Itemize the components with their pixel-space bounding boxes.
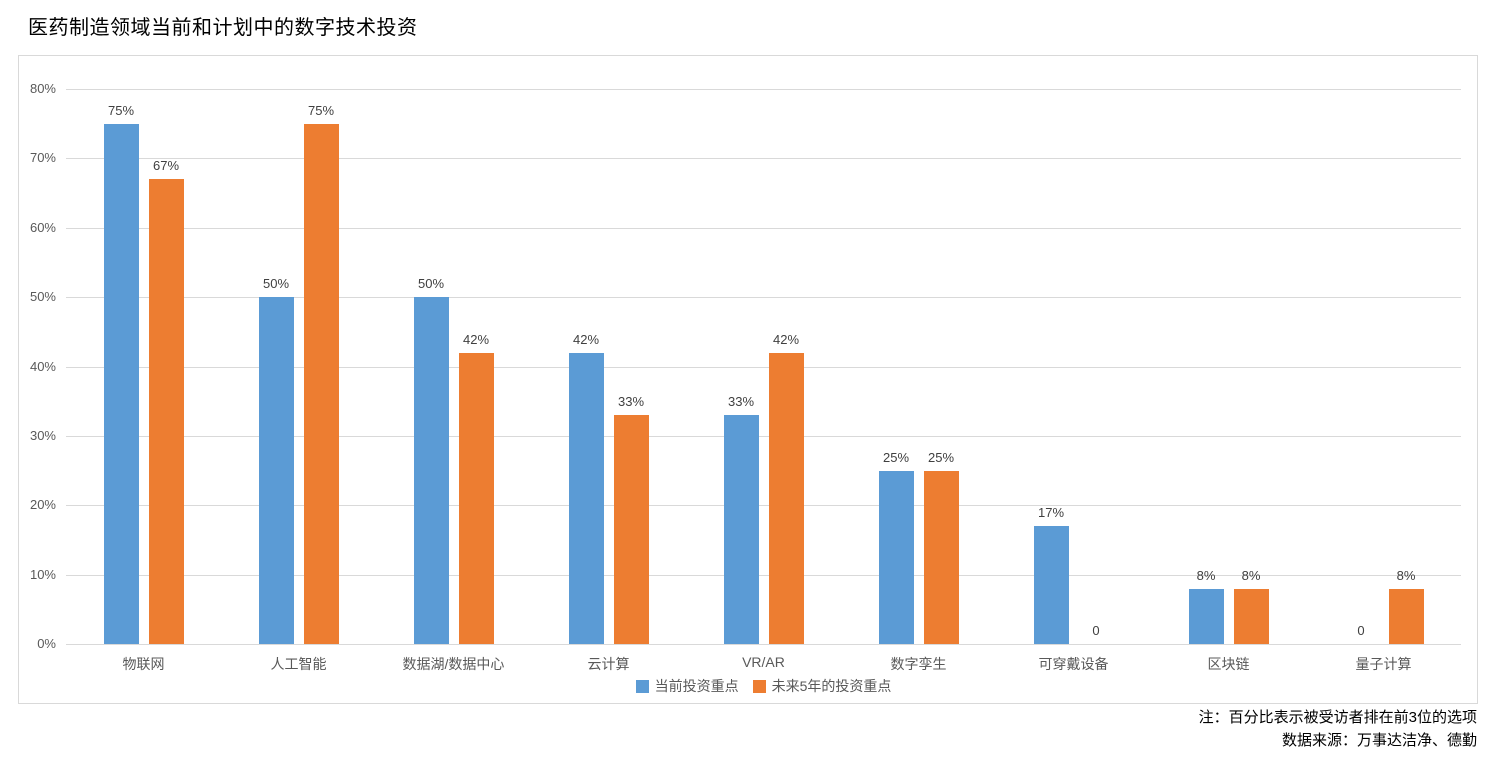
y-axis-tick-label: 50% xyxy=(29,289,56,305)
chart-notes: 注：百分比表示被受访者排在前3位的选项 数据来源：万事达洁净、德勤 xyxy=(1199,706,1477,752)
x-axis-category-label: 人工智能 xyxy=(270,656,327,672)
bar-current xyxy=(258,297,294,644)
legend-label: 当前投资重点 xyxy=(654,678,739,694)
bar-value-label: 42% xyxy=(772,331,800,347)
x-axis-category-label: VR/AR xyxy=(742,654,785,670)
bar-value-label: 50% xyxy=(417,276,445,292)
bar-value-label: 25% xyxy=(882,449,910,465)
bar-value-label: 25% xyxy=(927,449,955,465)
y-axis-tick-label: 0% xyxy=(37,636,56,651)
bar-future xyxy=(923,470,959,644)
x-axis-category-label: 数字孪生 xyxy=(890,656,947,672)
bar-current xyxy=(878,470,914,644)
x-axis-category-label: 数据湖/数据中心 xyxy=(402,656,505,672)
bar-value-label: 8% xyxy=(1241,567,1261,583)
bar-current xyxy=(1033,526,1069,644)
chart-note-line: 注：百分比表示被受访者排在前3位的选项 xyxy=(1198,709,1477,726)
x-axis-category-label: 物联网 xyxy=(122,656,165,672)
bar-current xyxy=(723,415,759,644)
gridline xyxy=(66,435,1461,437)
chart-source-line: 数据来源：万事达洁净、德勤 xyxy=(1281,732,1477,749)
bar-value-label: 17% xyxy=(1037,505,1065,521)
bar-value-label: 8% xyxy=(1196,567,1216,583)
gridline xyxy=(66,644,1461,645)
legend-label: 未来5年的投资重点 xyxy=(771,678,892,694)
gridline xyxy=(66,89,1461,90)
legend: 当前投资重点 未来5年的投资重点 xyxy=(66,676,1461,696)
gridline xyxy=(66,366,1461,368)
gridline xyxy=(66,574,1461,576)
bar-value-label: 75% xyxy=(107,102,135,118)
y-axis-tick-label: 20% xyxy=(29,497,56,513)
legend-item-future: 未来5年的投资重点 xyxy=(752,676,892,696)
bar-value-label: 67% xyxy=(152,158,180,174)
bar-value-label: 42% xyxy=(462,331,490,347)
chart-frame: 当前投资重点 未来5年的投资重点 0% 10% 20% 30% 40% 50% 60% 70% 8… xyxy=(18,55,1478,704)
y-axis-tick-label: 30% xyxy=(29,427,56,443)
y-axis-tick-label: 70% xyxy=(29,150,56,166)
x-axis-category-label: 量子计算 xyxy=(1355,656,1412,672)
gridline xyxy=(66,505,1461,507)
bar-value-label: 8% xyxy=(1396,567,1416,583)
bar-future xyxy=(303,123,339,644)
bar-value-label: 0 xyxy=(1357,623,1365,638)
x-axis-category-label: 区块链 xyxy=(1207,656,1250,672)
legend-item-current: 当前投资重点 xyxy=(635,676,739,696)
bar-value-label: 33% xyxy=(727,394,755,410)
legend-swatch-icon xyxy=(752,679,766,693)
bar-value-label: 33% xyxy=(617,394,645,410)
gridline xyxy=(66,158,1461,160)
gridline xyxy=(66,227,1461,229)
bar-value-label: 50% xyxy=(262,276,290,292)
bar-current xyxy=(103,123,139,644)
y-axis-tick-label: 80% xyxy=(29,81,56,96)
gridline xyxy=(66,297,1461,299)
bar-future xyxy=(768,352,804,644)
bar-current xyxy=(568,352,604,644)
bar-future xyxy=(1388,588,1424,644)
bar-future xyxy=(458,352,494,644)
bar-future xyxy=(148,179,184,644)
x-axis-category-label: 云计算 xyxy=(587,656,630,672)
bar-value-label: 75% xyxy=(307,102,335,118)
chart-title: 医药制造领域当前和计划中的数字技术投资 xyxy=(28,17,418,39)
y-axis-tick-label: 60% xyxy=(29,219,56,235)
bar-future xyxy=(1233,588,1269,644)
x-axis-category-label: 可穿戴设备 xyxy=(1038,656,1109,672)
y-axis-tick-label: 10% xyxy=(29,566,56,582)
bar-future xyxy=(613,415,649,644)
bar-value-label: 0 xyxy=(1092,623,1100,638)
bar-current xyxy=(413,297,449,644)
y-axis-tick-label: 40% xyxy=(29,358,56,374)
bar-current xyxy=(1188,588,1224,644)
bar-value-label: 42% xyxy=(572,331,600,347)
legend-swatch-icon xyxy=(635,679,649,693)
